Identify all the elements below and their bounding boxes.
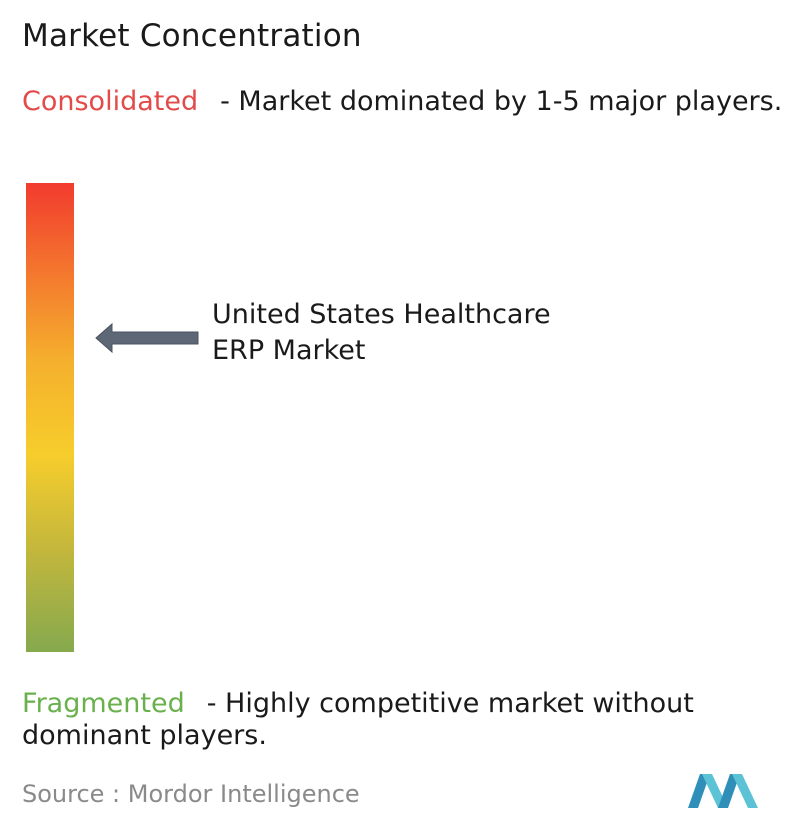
consolidated-keyword: Consolidated <box>22 86 199 117</box>
market-marker-label-line2: ERP Market <box>212 335 366 367</box>
fragmented-text: - Highly competitive market without domi… <box>22 688 694 751</box>
fragmented-description: Fragmented - Highly competitive market wi… <box>22 688 792 752</box>
consolidated-text: - Market dominated by 1-5 major players. <box>220 86 783 117</box>
market-marker-label-line1: United States Healthcare <box>212 299 551 331</box>
chart-title: Market Concentration <box>22 18 362 54</box>
mordor-intelligence-logo-icon <box>688 774 758 808</box>
fragmented-keyword: Fragmented <box>22 688 185 719</box>
concentration-gradient-bar <box>26 183 74 652</box>
consolidated-description: Consolidated - Market dominated by 1-5 ma… <box>22 86 792 118</box>
source-attribution: Source : Mordor Intelligence <box>22 780 360 808</box>
market-marker-label: United States Healthcare ERP Market <box>212 297 612 369</box>
marker-arrow-icon <box>95 322 199 354</box>
